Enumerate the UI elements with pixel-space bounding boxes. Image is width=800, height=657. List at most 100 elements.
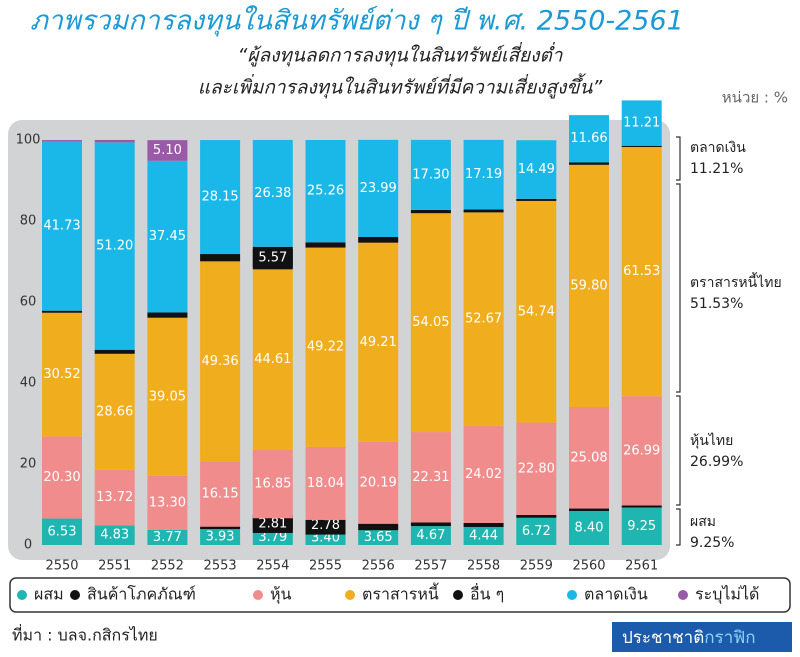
data-label: 3.65 (364, 530, 393, 545)
data-label: 17.19 (465, 167, 502, 182)
bar-segment (621, 505, 662, 508)
y-tick-label: 0 (24, 538, 32, 553)
bar-segment (147, 317, 188, 476)
bar-segment (621, 396, 662, 506)
data-label: 2.81 (258, 516, 287, 531)
x-tick-label: 2550 (45, 559, 78, 574)
annotation-label: ผสม (690, 514, 716, 530)
x-tick-label: 2554 (256, 559, 289, 574)
bar-segment (358, 441, 399, 524)
bar-segment (410, 213, 451, 433)
data-label: 37.45 (149, 229, 186, 244)
data-label: 4.67 (416, 528, 445, 543)
annotation-label: ตราสารหนี้ไทย (690, 272, 782, 291)
bar-segment (463, 522, 504, 528)
bar-segment (147, 312, 188, 318)
bar-segment (252, 450, 293, 519)
annotation-value: 26.99% (690, 454, 743, 470)
data-label: 44.61 (254, 352, 291, 367)
annotation-label: ตลาดเงิน (690, 140, 746, 156)
data-label: 4.83 (100, 528, 129, 543)
bar-segment (463, 212, 504, 426)
bar-segment (569, 406, 609, 509)
bar-segment (569, 510, 609, 545)
bar-segment (516, 517, 557, 545)
bar-segment (42, 312, 82, 437)
data-label: 39.05 (149, 389, 186, 404)
data-label: 11.66 (570, 131, 607, 146)
bar-segment (94, 349, 135, 354)
x-tick-label: 2560 (572, 559, 605, 574)
data-label: 22.80 (518, 461, 555, 476)
label-bg (252, 249, 293, 268)
x-tick-label: 2558 (467, 559, 500, 574)
data-label: 28.66 (96, 404, 133, 419)
y-tick-label: 20 (20, 457, 37, 472)
bar-segment (147, 160, 188, 313)
bar-segment (516, 422, 557, 515)
data-label: 11.21 (623, 116, 660, 131)
data-label: 54.74 (518, 304, 555, 319)
legend-swatch (345, 590, 355, 600)
x-tick-label: 2557 (414, 559, 447, 574)
unit-label: หน่วย : % (722, 89, 788, 107)
bar-segment (358, 236, 399, 243)
data-label: 6.72 (522, 524, 551, 539)
legend-swatch (678, 590, 688, 600)
annotation-value: 11.21% (690, 161, 743, 177)
bar-segment (358, 242, 399, 442)
bar-segment (463, 527, 504, 545)
bar-segment (621, 145, 662, 148)
bar-segment (42, 310, 82, 313)
data-label: 54.05 (412, 315, 449, 330)
data-label: 3.77 (153, 530, 182, 545)
bar-segment (410, 432, 451, 523)
brand: ประชาชาติกราฟิก (622, 628, 756, 648)
data-label: 13.72 (96, 490, 133, 505)
data-label: 26.38 (254, 186, 291, 201)
bar-segment (252, 269, 293, 451)
data-label: 9.25 (627, 519, 656, 534)
bar-segment (200, 461, 241, 527)
bar-segment (252, 139, 293, 247)
bar-segment (621, 100, 662, 146)
data-label: 61.53 (623, 264, 660, 279)
bar-segment (569, 115, 609, 163)
bar-segment (305, 531, 346, 545)
y-tick-label: 40 (20, 376, 37, 391)
legend-label: ตลาดเงิน (584, 585, 648, 604)
brand-part: กราฟิก (704, 628, 755, 648)
subtitle: และเพิ่มการลงทุนในสินทรัพย์ที่มีความเสี่… (198, 73, 603, 99)
legend-label: หุ้น (270, 585, 292, 605)
bar-segment (147, 475, 188, 530)
bar-segment (569, 162, 609, 165)
annotation-value: 9.25% (690, 535, 734, 551)
bar-segment (516, 514, 557, 518)
legend-swatch (253, 590, 263, 600)
data-label: 30.52 (43, 367, 80, 382)
data-label: 4.44 (469, 529, 498, 544)
bar-segment (358, 523, 399, 531)
data-label: 25.08 (570, 450, 607, 465)
legend-swatch (567, 590, 577, 600)
data-label: 2.78 (311, 518, 340, 533)
bar-segment (358, 139, 399, 237)
data-label: 20.19 (360, 475, 397, 490)
bar-segment (621, 507, 662, 545)
data-label: 3.93 (206, 530, 235, 545)
data-label: 25.26 (307, 184, 344, 199)
annotation-value: 51.53% (690, 296, 743, 312)
data-label: 28.15 (201, 190, 238, 205)
bar-segment (410, 522, 451, 527)
data-label: 23.99 (360, 181, 397, 196)
bar-segment (94, 139, 135, 143)
x-tick-label: 2551 (98, 559, 131, 574)
bar-segment (42, 140, 82, 142)
data-label: 49.36 (201, 354, 238, 369)
legend-label: ตราสารหนี้ (362, 583, 439, 604)
bar-segment (410, 209, 451, 214)
data-label: 3.79 (258, 530, 287, 545)
bar-segment (200, 254, 241, 262)
legend-swatch (17, 590, 27, 600)
bar-segment (200, 140, 241, 255)
